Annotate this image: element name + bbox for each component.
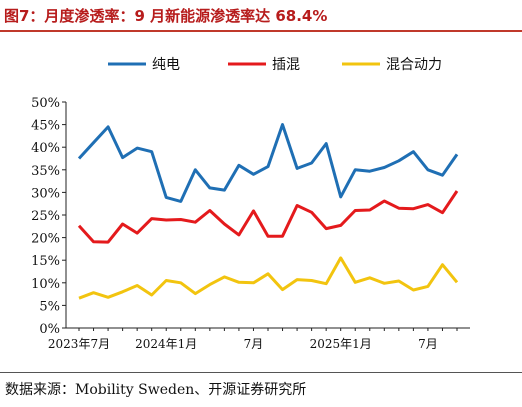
y-tick-label: 45% [31, 119, 60, 134]
legend-label-2: 插混 [272, 57, 300, 73]
source-note: 数据来源：Mobility Sweden、开源证券研究所 [5, 382, 307, 398]
figure-title: 图7：月度渗透率：9 月新能源渗透率达 68.4% [4, 7, 328, 25]
chart-legend: 纯电 插混 混合动力 [108, 57, 442, 73]
y-tick-label: 5% [39, 299, 60, 314]
series-line-3 [78, 256, 459, 300]
title-bar: 图7：月度渗透率：9 月新能源渗透率达 68.4% [0, 0, 522, 32]
x-tick-label: 2024年1月 [135, 337, 197, 351]
x-tick-label: 2023年7月 [48, 337, 110, 351]
footer-divider [0, 372, 522, 373]
y-tick-label: 20% [31, 232, 60, 247]
legend-label-3: 混合动力 [386, 57, 442, 73]
x-tick-label: 2025年1月 [310, 337, 372, 351]
y-tick-label: 40% [31, 141, 60, 156]
y-tick-label: 30% [31, 186, 60, 201]
y-tick-label: 0% [39, 322, 60, 337]
series-line-1 [77, 123, 459, 203]
series-line-2 [77, 190, 459, 244]
y-tick-label: 50% [31, 96, 60, 111]
legend-label-1: 纯电 [152, 57, 180, 73]
y-tick-label: 10% [31, 277, 60, 292]
x-tick-label: 7月 [418, 337, 438, 351]
y-tick-label: 25% [31, 209, 60, 224]
y-tick-label: 15% [31, 254, 60, 269]
x-tick-label: 7月 [244, 337, 264, 351]
y-tick-label: 35% [31, 164, 60, 179]
line-chart: 纯电 插混 混合动力 0% 5% 10% 15% 20% 25% 30% 35% 40% 45% 50%… [31, 57, 470, 351]
plot-area: 0% 5% 10% 15% 20% 25% 30% 35% 40% 45% 50% 2023年7月 20… [31, 96, 470, 351]
